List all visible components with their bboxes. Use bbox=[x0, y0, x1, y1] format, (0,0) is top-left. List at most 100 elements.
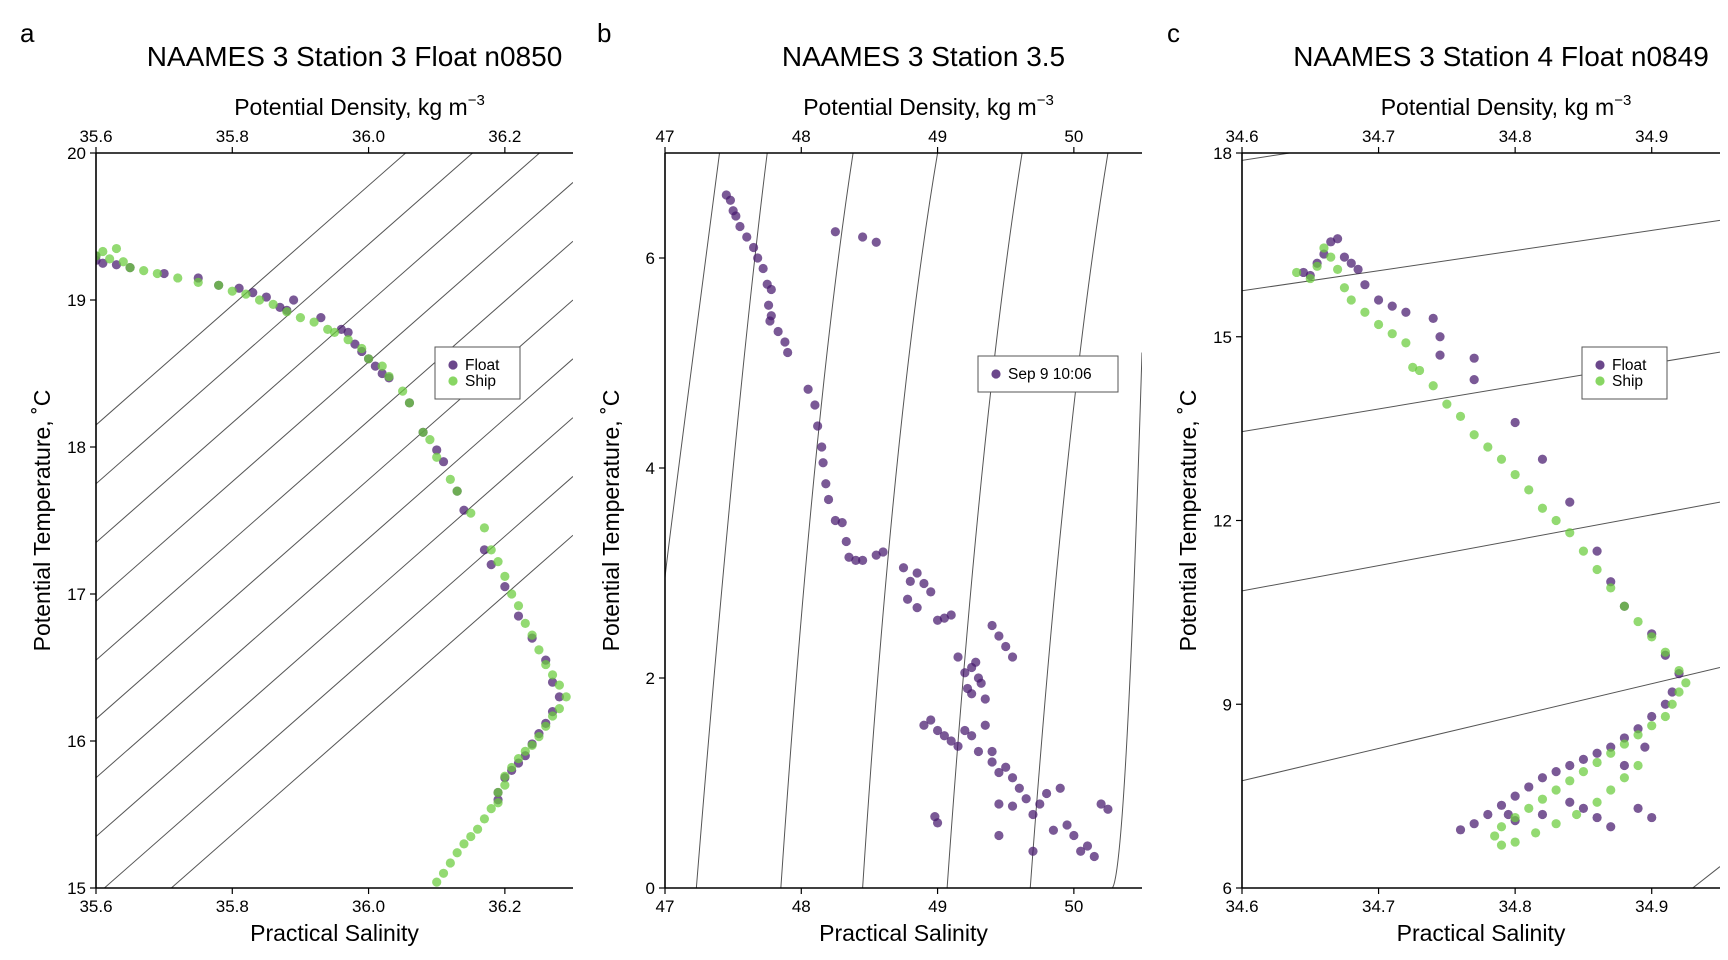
data-point bbox=[1483, 442, 1493, 452]
isopycnal-line bbox=[103, 476, 573, 888]
data-point bbox=[946, 736, 956, 746]
data-point bbox=[1551, 515, 1561, 526]
data-point bbox=[1001, 641, 1011, 652]
data-point bbox=[1035, 799, 1045, 809]
data-point bbox=[241, 289, 251, 299]
y-axis-label: Potential Temperature, ˚C bbox=[29, 390, 55, 652]
chart-panel-a: a NAAMES 3 Station 3 Float n0850 Potential… bbox=[20, 18, 573, 946]
chart-title: NAAMES 3 Station 4 Float n0849 bbox=[1293, 41, 1709, 72]
data-point bbox=[295, 313, 306, 323]
top-tick-label: 50 bbox=[1064, 127, 1083, 146]
data-point bbox=[810, 400, 820, 410]
y-tick-label: 2 bbox=[646, 669, 655, 688]
data-point bbox=[1387, 329, 1397, 339]
data-point bbox=[1069, 830, 1079, 841]
data-point bbox=[919, 578, 929, 589]
data-point bbox=[1578, 754, 1589, 764]
data-point bbox=[780, 337, 790, 347]
y-tick-label: 16 bbox=[67, 732, 86, 751]
data-point bbox=[1333, 234, 1343, 244]
data-point bbox=[1496, 840, 1507, 850]
data-point bbox=[932, 725, 943, 736]
data-point bbox=[1551, 767, 1561, 777]
chart-panel-c: c NAAMES 3 Station 4 Float n0849 Potential… bbox=[1167, 18, 1720, 946]
y-tick-label: 18 bbox=[67, 438, 86, 457]
data-point bbox=[1565, 497, 1575, 507]
y-tick-label: 15 bbox=[67, 879, 86, 898]
data-point bbox=[513, 601, 524, 611]
series-sep-9-10-06 bbox=[721, 190, 1113, 862]
data-point bbox=[1096, 799, 1106, 809]
y-tick-label: 17 bbox=[67, 585, 86, 604]
series-float bbox=[1298, 234, 1684, 835]
data-point bbox=[926, 587, 936, 597]
data-point bbox=[500, 771, 510, 781]
data-point bbox=[438, 457, 449, 467]
legend-swatch bbox=[1595, 360, 1605, 370]
y-tick-label: 0 bbox=[646, 879, 655, 898]
x-axis-label: Practical Salinity bbox=[819, 920, 988, 946]
data-point bbox=[1339, 252, 1350, 262]
data-point bbox=[1339, 283, 1350, 293]
data-point bbox=[1633, 760, 1643, 771]
data-point bbox=[513, 611, 524, 621]
data-point bbox=[803, 384, 813, 394]
x-tick-label: 34.7 bbox=[1362, 897, 1395, 916]
data-point bbox=[1551, 785, 1561, 795]
data-point bbox=[1455, 411, 1466, 421]
data-point bbox=[1592, 546, 1602, 556]
data-point bbox=[851, 555, 861, 566]
data-point bbox=[1681, 678, 1691, 688]
data-point bbox=[1360, 280, 1370, 290]
isopycnal-line bbox=[862, 153, 939, 888]
data-point bbox=[534, 731, 544, 742]
data-point bbox=[500, 780, 510, 790]
data-point bbox=[1021, 794, 1031, 804]
data-point bbox=[830, 227, 840, 237]
data-point bbox=[871, 237, 881, 247]
top-axis-label: Potential Density, kg m−3 bbox=[234, 92, 485, 120]
data-point bbox=[316, 313, 326, 323]
data-point bbox=[1510, 469, 1520, 480]
data-point bbox=[254, 295, 265, 305]
data-point bbox=[1606, 748, 1616, 758]
data-point bbox=[289, 295, 299, 305]
data-point bbox=[1551, 819, 1561, 829]
data-point bbox=[1647, 812, 1657, 823]
x-tick-label: 49 bbox=[928, 897, 947, 916]
data-point bbox=[1496, 800, 1507, 810]
data-point bbox=[821, 479, 831, 489]
data-point bbox=[878, 547, 888, 557]
data-point bbox=[1435, 332, 1445, 342]
data-point bbox=[994, 830, 1004, 841]
data-point bbox=[479, 814, 490, 824]
data-point bbox=[1469, 430, 1479, 440]
data-point bbox=[1674, 665, 1684, 676]
isopycnal-line bbox=[1029, 153, 1109, 888]
y-tick-label: 9 bbox=[1223, 695, 1232, 714]
data-point bbox=[1660, 699, 1670, 709]
x-tick-label: 35.6 bbox=[79, 897, 112, 916]
y-tick-label: 6 bbox=[646, 249, 655, 268]
data-point bbox=[1565, 528, 1575, 538]
x-tick-label: 35.8 bbox=[216, 897, 249, 916]
data-point bbox=[1565, 776, 1575, 786]
data-point bbox=[350, 339, 360, 349]
data-point bbox=[932, 818, 943, 828]
data-point bbox=[554, 692, 564, 702]
data-point bbox=[1592, 757, 1602, 768]
panel-letter: a bbox=[20, 18, 35, 48]
legend-swatch bbox=[991, 369, 1001, 379]
data-point bbox=[1007, 801, 1018, 811]
data-point bbox=[493, 787, 503, 798]
data-point bbox=[1674, 687, 1684, 697]
data-point bbox=[507, 762, 517, 773]
x-tick-label: 50 bbox=[1064, 897, 1083, 916]
data-point bbox=[926, 715, 936, 725]
data-point bbox=[1531, 828, 1541, 838]
data-point bbox=[1373, 319, 1384, 330]
data-point bbox=[971, 657, 981, 667]
data-point bbox=[1510, 417, 1520, 428]
isopycnal-line bbox=[96, 417, 573, 837]
